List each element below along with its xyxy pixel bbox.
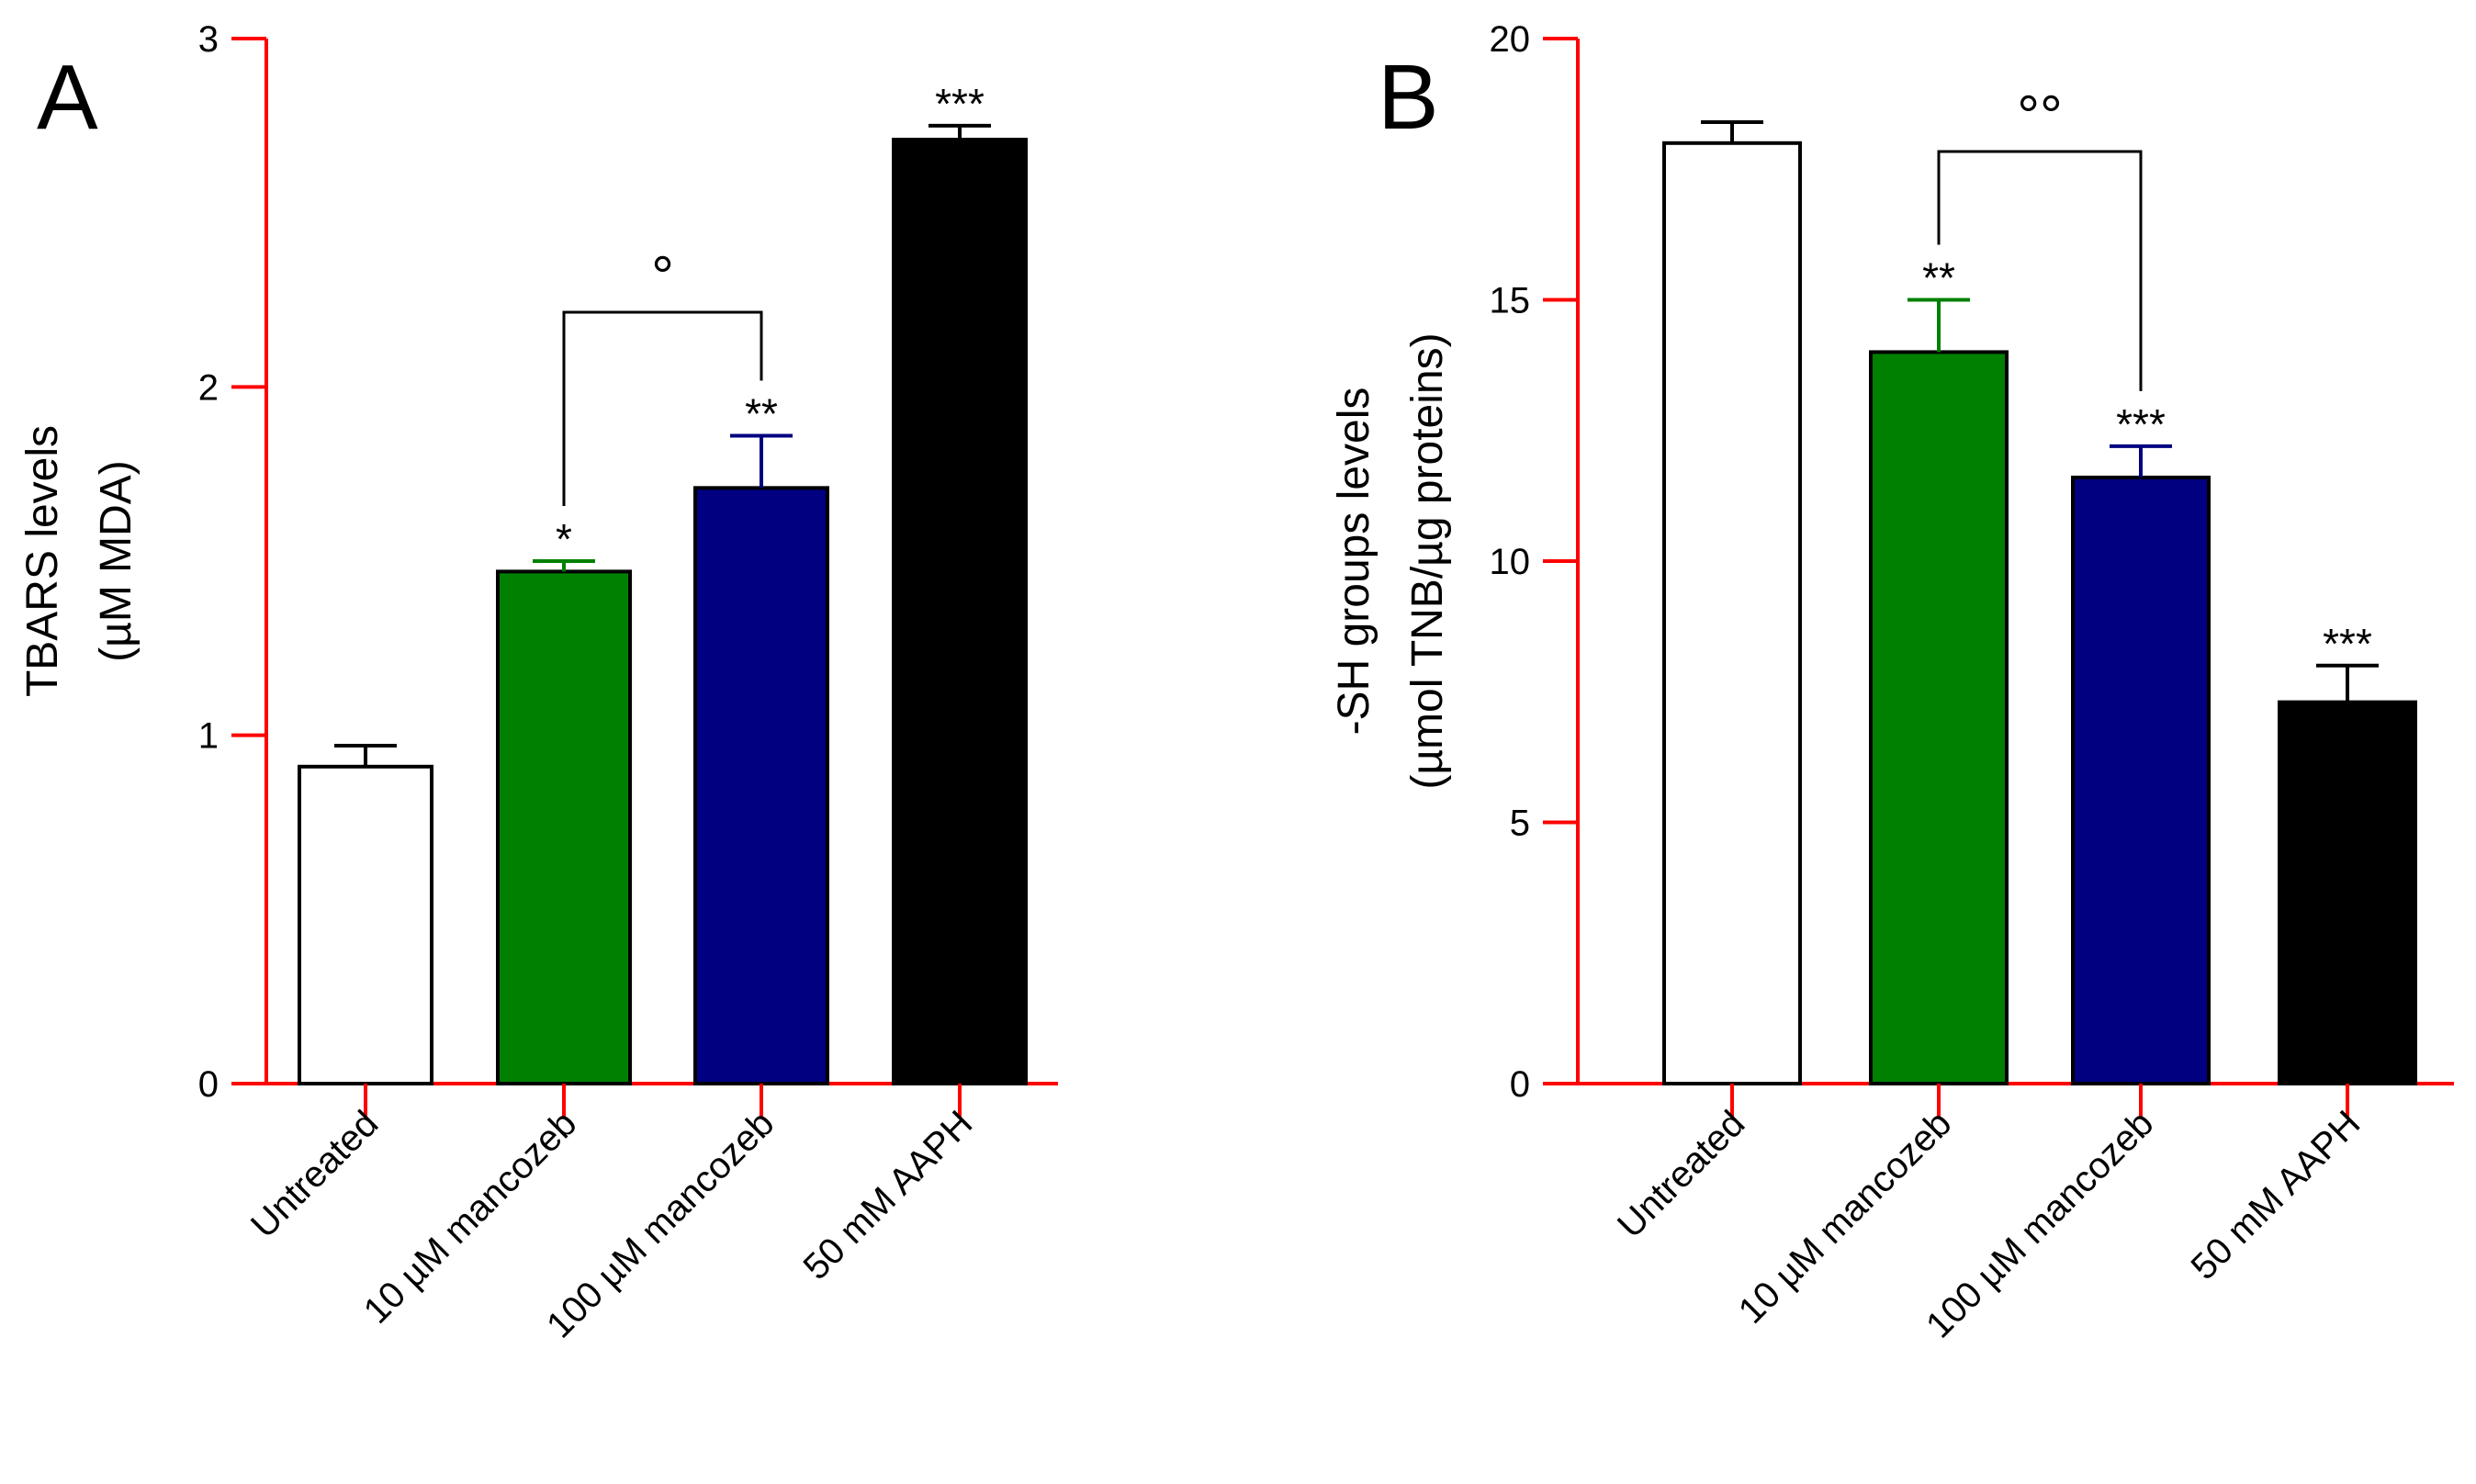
significance-marker: *** [2116, 400, 2166, 448]
comparison-marker: ° [651, 245, 674, 309]
bar [892, 138, 1028, 1085]
bar [2071, 475, 2211, 1085]
bar [298, 764, 433, 1085]
y-tick-label: 15 [1490, 281, 1531, 321]
bar [2278, 700, 2417, 1085]
y-tick-label: 5 [1510, 804, 1530, 844]
category-label: 50 mM AAPH [795, 1103, 980, 1287]
category-label: 100 µM mancozeb [1919, 1103, 2161, 1345]
category-label: Untreated [243, 1103, 386, 1245]
y-axis-subtitle: (µmol TNB/µg proteins) [1403, 332, 1452, 789]
category-label: 10 µM mancozeb [1731, 1103, 1960, 1332]
category-label: Untreated [1610, 1103, 1752, 1245]
bar [496, 569, 632, 1085]
y-tick-label: 20 [1490, 19, 1531, 60]
category-label: 10 µM mancozeb [356, 1103, 585, 1332]
significance-marker: ** [745, 389, 778, 437]
bar [1869, 350, 2009, 1085]
y-tick-label: 10 [1490, 542, 1531, 582]
y-axis-title: -SH groups levels [1330, 388, 1379, 736]
significance-marker: ** [1922, 254, 1955, 302]
category-label: 50 mM AAPH [2183, 1103, 2368, 1287]
y-tick-label: 0 [1510, 1064, 1530, 1105]
comparison-bracket [562, 310, 763, 506]
comparison-marker: °° [2017, 84, 2063, 148]
panel-b: B 0 5 10 15 20 -SH groups levels (µmol TNB/µg p… [1330, 19, 2454, 1346]
comparison-bracket [1937, 150, 2143, 391]
panel-letter: B [1378, 46, 1439, 149]
panel-letter: A [37, 46, 98, 149]
bar [1662, 141, 1802, 1085]
bar [693, 486, 829, 1085]
significance-marker: *** [2323, 620, 2372, 668]
significance-marker: *** [935, 80, 985, 128]
y-tick-label: 2 [198, 367, 219, 408]
significance-marker: * [556, 515, 572, 563]
y-tick-label: 1 [198, 716, 219, 757]
y-axis-subtitle: (µM MDA) [92, 460, 141, 662]
y-tick-label: 3 [198, 19, 219, 60]
y-axis-title: TBARS levels [18, 425, 67, 697]
y-tick-label: 0 [198, 1064, 219, 1105]
